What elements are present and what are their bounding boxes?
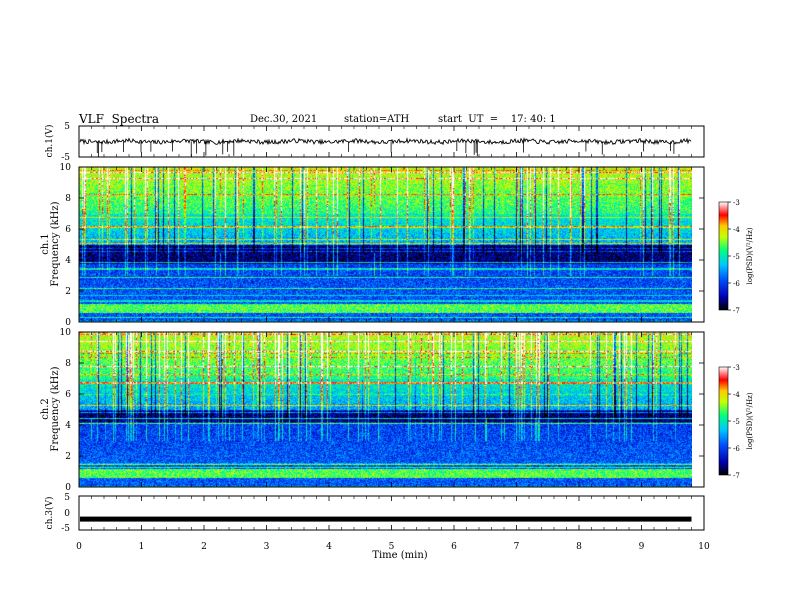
time-tick-label: 5 (389, 542, 395, 552)
colorbar-tick-label: -6 (733, 280, 740, 288)
ch1-waveform-panel: 5 -5 ch.1(V) (44, 122, 705, 163)
time-tick-label: 4 (326, 542, 332, 552)
frequency-tick-label: 0 (65, 318, 71, 328)
ch1-ytick-bottom: -5 (61, 153, 70, 163)
ch2-spectrogram-image (79, 332, 692, 487)
colorbar-tick-label: -3 (733, 199, 740, 207)
frequency-tick-label: 4 (65, 421, 71, 431)
time-axis-label: Time (min) (372, 550, 427, 561)
frequency-tick-label: 0 (65, 483, 71, 493)
colorbar-tick-label: -4 (733, 391, 740, 399)
colorbar-tick-label: -5 (733, 253, 740, 261)
ch1-waveform-ylabel: ch.1(V) (44, 125, 55, 158)
time-axis: 0 1 2 3 4 5 6 7 8 9 10 (76, 126, 710, 552)
ch3-ytick-bottom: -5 (61, 524, 70, 534)
frequency-tick-label: 10 (60, 163, 72, 173)
time-tick-label: 9 (639, 542, 645, 552)
ch1-colorbar: -3 -4 -5 -6 -7 log(PSD)(V²/Hz) (718, 199, 754, 315)
ch2-colorbar-label: log(PSD)(V²/Hz) (746, 392, 754, 449)
ch2-frequency-ticks: 0 2 4 6 8 10 (60, 328, 704, 493)
ch1-spectrogram-ylabel-freq: Frequency (kHz) (50, 201, 61, 286)
station-label: station=ATH (344, 114, 410, 125)
ch1-colorbar-label: log(PSD)(V²/Hz) (746, 227, 754, 284)
frequency-tick-label: 8 (65, 359, 71, 369)
time-tick-label: 6 (451, 542, 457, 552)
start-time-label: start UT = 17: 40: 1 (438, 114, 556, 125)
ch1-spectrogram-ylabel-ch: ch.1 (40, 233, 51, 255)
ch1-spectrogram-image (79, 167, 692, 322)
colorbar-tick-label: -3 (733, 364, 740, 372)
ch3-waveform-trace (80, 516, 692, 522)
ch1-frequency-ticks: 0 2 4 6 8 10 (60, 163, 704, 328)
ch1-spectrogram-panel: 0 2 4 6 8 10 ch.1 Frequency (kHz) (40, 163, 705, 328)
figure-title: VLF Spectra (79, 112, 160, 126)
ch2-colorbar-ticks: -3 -4 -5 -6 -7 (728, 364, 740, 480)
time-tick-label: 1 (139, 542, 145, 552)
frequency-tick-label: 2 (65, 287, 71, 297)
ch1-colorbar-ticks: -3 -4 -5 -6 -7 (728, 199, 740, 315)
time-tick-label: 7 (514, 542, 520, 552)
frequency-tick-label: 8 (65, 194, 71, 204)
ch2-spectrogram-ylabel-freq: Frequency (kHz) (50, 366, 61, 451)
ch3-ytick-top: 5 (64, 493, 70, 503)
colorbar-tick-label: -4 (733, 226, 740, 234)
colorbar-tick-label: -6 (733, 445, 740, 453)
date-label: Dec.30, 2021 (250, 114, 318, 125)
colorbar-tick-label: -7 (733, 307, 740, 315)
ch1-colorbar-gradient (718, 201, 729, 311)
time-tick-label: 0 (76, 542, 82, 552)
frequency-tick-label: 10 (60, 328, 72, 338)
time-tick-label: 2 (201, 542, 207, 552)
colorbar-tick-label: -5 (733, 418, 740, 426)
time-tick-label: 3 (264, 542, 270, 552)
ch3-waveform-frame (78, 495, 705, 531)
time-tick-label: 8 (576, 542, 582, 552)
ch1-waveform-line (79, 137, 692, 146)
ch1-waveform-trace (79, 137, 692, 157)
frequency-tick-label: 2 (65, 452, 71, 462)
ch3-waveform-panel: 5 0 -5 ch.3(V) (44, 493, 705, 534)
ch3-ytick-mid: 0 (64, 509, 70, 519)
ch2-colorbar: -3 -4 -5 -6 -7 log(PSD)(V²/Hz) (718, 364, 754, 480)
ch2-colorbar-gradient (718, 366, 729, 476)
colorbar-tick-label: -7 (733, 472, 740, 480)
frequency-tick-label: 4 (65, 256, 71, 266)
ch3-waveform-ylabel: ch.3(V) (44, 497, 55, 530)
frequency-tick-label: 6 (65, 390, 71, 400)
ch1-ytick-top: 5 (64, 122, 70, 132)
ch2-spectrogram-ylabel-ch: ch.2 (40, 398, 51, 420)
time-tick-label: 10 (698, 542, 710, 552)
frequency-tick-label: 6 (65, 225, 71, 235)
ch2-spectrogram-panel: 0 2 4 6 8 10 ch.2 Frequency (kHz) (40, 328, 705, 493)
